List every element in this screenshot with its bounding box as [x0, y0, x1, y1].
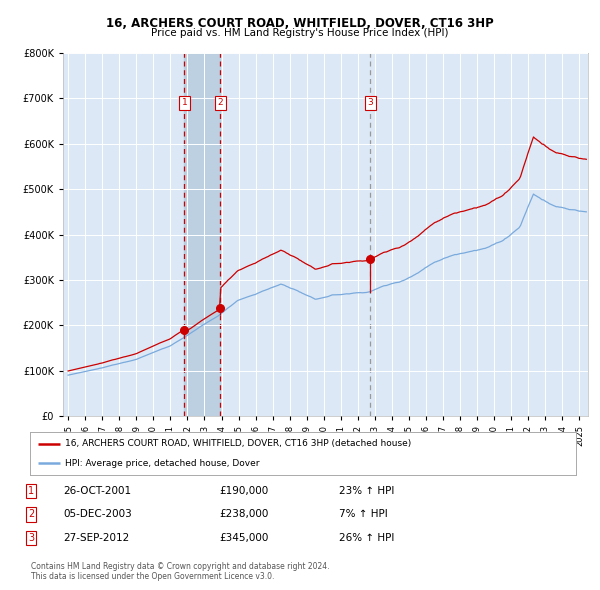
Text: 1: 1 [28, 486, 34, 496]
Text: 26-OCT-2001: 26-OCT-2001 [63, 486, 131, 496]
Text: £190,000: £190,000 [219, 486, 268, 496]
Text: 27-SEP-2012: 27-SEP-2012 [63, 533, 129, 543]
Text: 2: 2 [28, 510, 34, 519]
Text: £345,000: £345,000 [219, 533, 268, 543]
Text: 23% ↑ HPI: 23% ↑ HPI [339, 486, 394, 496]
Text: HPI: Average price, detached house, Dover: HPI: Average price, detached house, Dove… [65, 459, 260, 468]
Text: 1: 1 [181, 99, 187, 107]
Text: 16, ARCHERS COURT ROAD, WHITFIELD, DOVER, CT16 3HP: 16, ARCHERS COURT ROAD, WHITFIELD, DOVER… [106, 17, 494, 30]
Text: This data is licensed under the Open Government Licence v3.0.: This data is licensed under the Open Gov… [31, 572, 275, 581]
Text: 16, ARCHERS COURT ROAD, WHITFIELD, DOVER, CT16 3HP (detached house): 16, ARCHERS COURT ROAD, WHITFIELD, DOVER… [65, 440, 412, 448]
Bar [184, 53, 220, 416]
Text: 05-DEC-2003: 05-DEC-2003 [63, 510, 132, 519]
Text: 3: 3 [368, 99, 373, 107]
Text: 3: 3 [28, 533, 34, 543]
Text: 2: 2 [218, 99, 223, 107]
Text: £238,000: £238,000 [219, 510, 268, 519]
Text: Price paid vs. HM Land Registry's House Price Index (HPI): Price paid vs. HM Land Registry's House … [151, 28, 449, 38]
Text: 7% ↑ HPI: 7% ↑ HPI [339, 510, 388, 519]
Text: 26% ↑ HPI: 26% ↑ HPI [339, 533, 394, 543]
Text: Contains HM Land Registry data © Crown copyright and database right 2024.: Contains HM Land Registry data © Crown c… [31, 562, 330, 571]
